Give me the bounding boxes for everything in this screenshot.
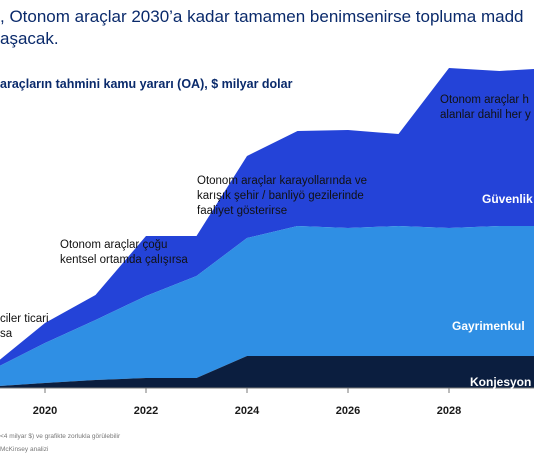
x-tick-label-2026: 2026 <box>336 405 360 417</box>
series-label-gayrimenkul: Gayrimenkul <box>452 319 525 333</box>
annotation-2-line-1: Otonom araçlar çoğu <box>60 239 167 251</box>
annotation-1: ciler ticari sa <box>0 313 49 340</box>
annotation-4-line-1: Otonom araçlar h <box>440 94 529 106</box>
annotation-2: Otonom araçlar çoğu kentsel ortamda çalış… <box>60 239 188 266</box>
chart-areas <box>0 68 534 388</box>
area-gayrimenkul <box>0 226 534 386</box>
x-tick-label-2022: 2022 <box>134 405 158 417</box>
annotation-1-line-2: sa <box>0 328 13 340</box>
area-guvenlik <box>0 68 534 366</box>
headline-line-1: , Otonom araçlar 2030’a kadar tamamen be… <box>0 7 524 26</box>
chart-annotations: ciler ticari sa Otonom araçlar çoğu kentsel… <box>0 94 531 340</box>
area-konjesyon <box>0 356 534 388</box>
annotation-3-line-3: faaliyet gösterirse <box>197 205 287 217</box>
headline: , Otonom araçlar 2030’a kadar tamamen be… <box>0 6 534 50</box>
x-tick-label-2024: 2024 <box>235 405 260 417</box>
annotation-3-line-2: karışık şehir / banliyö gezilerinde <box>197 190 364 202</box>
annotation-3: Otonom araçlar karayollarında ve karışık … <box>197 175 367 217</box>
series-label-konjesyon: Konjesyon <box>470 375 531 389</box>
x-axis-ticks: 2020 2022 2024 2026 2028 <box>33 388 461 417</box>
footnote-1: <4 milyar $) ve grafikte zorlukla görüle… <box>0 433 121 440</box>
chart-subtitle: araçların tahmini kamu yararı (OA), $ mi… <box>0 77 293 91</box>
annotation-4-line-2: alanlar dahil her y <box>440 109 531 121</box>
x-tick-label-2020: 2020 <box>33 405 57 417</box>
headline-line-2: aşacak. <box>0 29 59 48</box>
annotation-2-line-2: kentsel ortamda çalışırsa <box>60 254 188 266</box>
x-tick-label-2028: 2028 <box>437 405 461 417</box>
footnote-source: McKinsey analizi <box>0 446 49 453</box>
annotation-4: Otonom araçlar h alanlar dahil her y <box>440 94 531 121</box>
annotation-3-line-1: Otonom araçlar karayollarında ve <box>197 175 367 187</box>
series-labels: Konjesyon Gayrimenkul Güvenlik <box>452 192 533 389</box>
series-label-güvenlik: Güvenlik <box>482 192 533 206</box>
annotation-1-line-1: ciler ticari <box>0 313 49 325</box>
